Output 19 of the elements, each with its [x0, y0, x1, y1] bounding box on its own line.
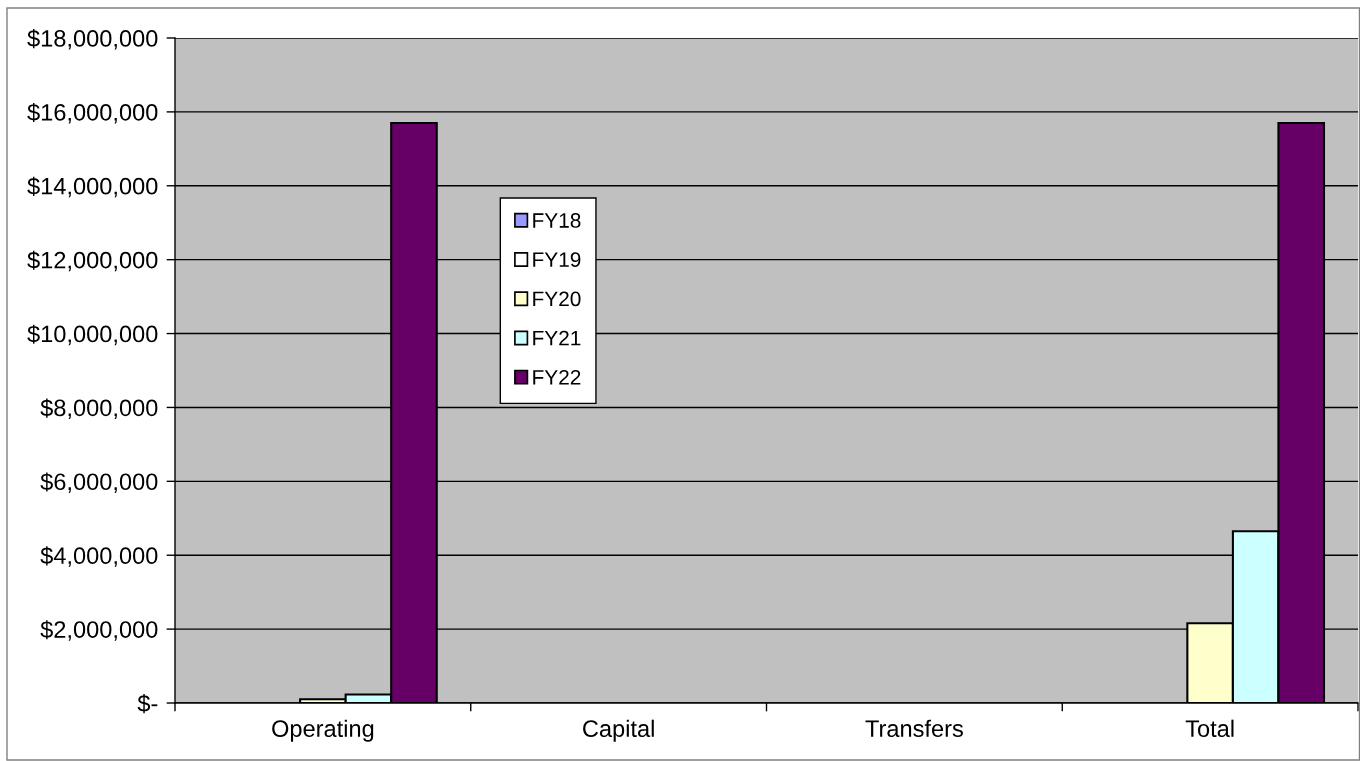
y-tick-label: $-	[137, 694, 158, 714]
legend-label: FY19	[533, 252, 581, 268]
x-tick-label: Total	[1185, 719, 1234, 738]
legend-label: FY20	[533, 291, 581, 307]
x-tick-label: Capital	[583, 719, 654, 742]
y-tick-label: $18,000,000	[27, 29, 158, 50]
legend-label: FY22	[533, 369, 581, 385]
y-tick-label: $16,000,000	[27, 102, 158, 124]
y-tick-label: $10,000,000	[27, 324, 158, 346]
y-tick-label: $6,000,000	[40, 472, 158, 493]
y-tick-label: $2,000,000	[40, 620, 158, 641]
x-tick-label: Operating	[272, 719, 374, 742]
legend-label: FY18	[533, 213, 581, 228]
legend-label: FY21	[533, 330, 581, 346]
x-tick-label: Transfers	[865, 719, 963, 738]
y-tick-label: $14,000,000	[27, 176, 158, 198]
y-tick-label: $4,000,000	[40, 546, 158, 567]
y-tick-label: $12,000,000	[27, 250, 158, 272]
y-tick-label: $8,000,000	[40, 398, 158, 420]
